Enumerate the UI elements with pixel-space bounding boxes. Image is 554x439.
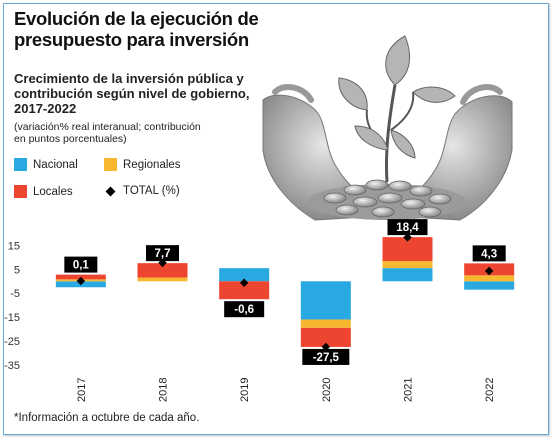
legend-item-total: TOTAL (%) xyxy=(104,185,180,197)
x-category-label: 2020 xyxy=(321,378,333,402)
bar-segment-locales-2020 xyxy=(300,327,351,347)
total-marker-2021 xyxy=(403,233,412,242)
total-label-2019: -0,6 xyxy=(234,304,254,316)
bar-segment-nacional-2022 xyxy=(464,281,515,290)
total-label-box-2021 xyxy=(387,219,428,236)
bar-segment-nacional-2021 xyxy=(382,268,433,282)
bar-segment-nacional-2019 xyxy=(219,268,270,282)
total-label-box-2017 xyxy=(64,256,98,273)
chart-units-note: (variación% real interanual; contribució… xyxy=(14,121,201,145)
bar-segment-regionales-2018 xyxy=(137,277,188,282)
y-tick-label: 15 xyxy=(8,240,20,252)
footnote: *Información a octubre de cada año. xyxy=(14,412,200,424)
legend-item-regionales: Regionales xyxy=(104,158,181,171)
legend-item-locales: Locales xyxy=(14,185,73,198)
legend-swatch-nacional xyxy=(14,158,27,171)
legend-label-nacional: Nacional xyxy=(33,158,78,171)
total-label-box-2020 xyxy=(302,348,350,365)
y-tick-label: -5 xyxy=(10,288,20,300)
legend-item-nacional: Nacional xyxy=(14,158,78,171)
x-category-label: 2022 xyxy=(484,378,496,402)
legend-swatch-regionales xyxy=(104,158,117,171)
hands-plant-coins-illustration xyxy=(262,35,513,221)
total-label-box-2018 xyxy=(146,245,179,262)
chart-subtitle: Crecimiento de la inversión pública y co… xyxy=(14,71,250,116)
total-label-2020: -27,5 xyxy=(313,352,340,364)
x-category-label: 2019 xyxy=(239,378,251,402)
legend-swatch-locales xyxy=(14,185,27,198)
bar-segment-locales-2018 xyxy=(137,263,188,278)
y-tick-label: -25 xyxy=(4,336,20,348)
total-label-2022: 4,3 xyxy=(481,248,497,260)
bar-segment-regionales-2021 xyxy=(382,261,433,269)
y-tick-label: 5 xyxy=(14,264,20,276)
legend-label-locales: Locales xyxy=(33,185,73,198)
bar-segment-locales-2019 xyxy=(219,281,270,300)
chart-title: Evolución de la ejecución de presupuesto… xyxy=(14,8,259,50)
bar-segment-regionales-2022 xyxy=(464,275,515,282)
total-label-2021: 18,4 xyxy=(396,222,419,234)
bar-segment-locales-2021 xyxy=(382,237,433,261)
total-marker-2017 xyxy=(76,276,86,286)
total-marker-2022 xyxy=(484,266,494,276)
legend-label-total: TOTAL (%) xyxy=(123,185,180,197)
x-category-label: 2021 xyxy=(403,378,415,402)
total-label-2017: 0,1 xyxy=(73,260,90,272)
bar-segment-nacional-2020 xyxy=(300,281,351,320)
bar-segment-regionales-2020 xyxy=(300,319,351,328)
total-label-box-2019 xyxy=(224,301,265,318)
total-label-box-2022 xyxy=(472,245,506,262)
total-marker-2019 xyxy=(239,278,249,287)
y-tick-label: -15 xyxy=(4,312,20,324)
legend-label-regionales: Regionales xyxy=(123,158,181,171)
x-category-label: 2018 xyxy=(158,378,170,402)
total-label-2018: 7,7 xyxy=(155,248,171,260)
x-category-label: 2017 xyxy=(76,378,88,402)
y-tick-label: -35 xyxy=(4,360,20,372)
